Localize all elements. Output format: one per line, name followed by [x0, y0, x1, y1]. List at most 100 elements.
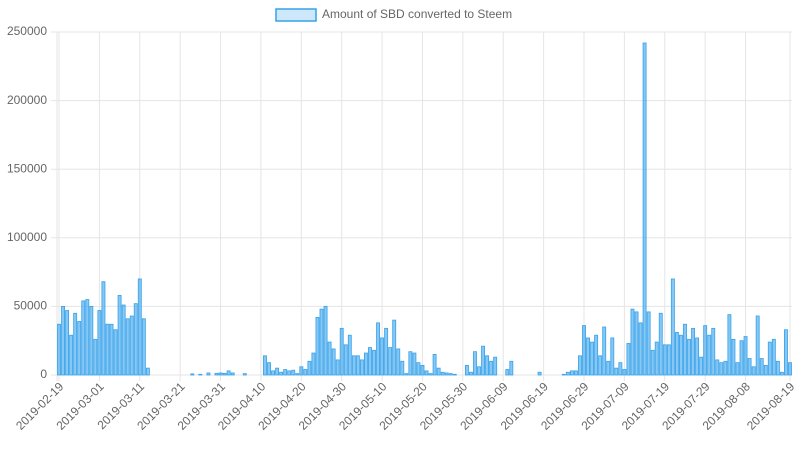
bar [578, 355, 582, 376]
bar [303, 369, 308, 376]
bar [626, 343, 631, 376]
bar [339, 327, 344, 376]
bar [299, 366, 304, 376]
bar [731, 338, 736, 376]
bar [436, 367, 441, 376]
bar [618, 362, 623, 376]
bar [586, 337, 590, 376]
bar [719, 362, 724, 376]
bar [723, 360, 728, 376]
bar [190, 373, 195, 376]
bar [666, 344, 671, 376]
bar [412, 352, 417, 376]
bar [267, 362, 271, 376]
bar [263, 355, 267, 376]
bar [226, 370, 231, 376]
bar [109, 323, 114, 376]
bar [242, 373, 247, 376]
bar [117, 295, 122, 376]
bar [452, 373, 457, 376]
bar [747, 358, 752, 376]
bar [703, 325, 708, 376]
bar [93, 338, 98, 376]
bar [784, 329, 788, 376]
bar [743, 336, 748, 376]
bar [582, 325, 586, 376]
bar [642, 42, 647, 376]
bar [77, 321, 82, 376]
bar [735, 362, 740, 376]
bar [711, 327, 716, 376]
bar [788, 362, 792, 376]
bar [481, 345, 485, 376]
bar [396, 348, 401, 376]
bar [687, 338, 691, 376]
bar [505, 369, 510, 376]
bar [775, 360, 780, 376]
bar [307, 360, 312, 376]
bar [662, 344, 667, 376]
bar [323, 305, 328, 376]
bar [392, 319, 397, 376]
y-tick-label: 250000 [7, 24, 47, 38]
bar [646, 311, 651, 376]
y-tick-label: 100000 [7, 230, 47, 244]
bar [416, 362, 421, 376]
bar [561, 373, 566, 376]
bar [674, 332, 679, 376]
bar [634, 311, 639, 376]
bar [658, 312, 663, 376]
bar [739, 340, 744, 376]
bar [683, 323, 687, 376]
bar [351, 355, 356, 376]
bar [335, 359, 340, 376]
bar [133, 303, 138, 376]
bar [141, 318, 146, 376]
bar [101, 281, 106, 376]
bar [355, 355, 360, 376]
bar [606, 360, 611, 376]
bar [89, 305, 94, 376]
bar [444, 372, 449, 376]
bar [343, 344, 348, 376]
bar [424, 370, 429, 376]
bar [590, 341, 595, 376]
bar [65, 310, 70, 376]
bar [763, 364, 768, 376]
y-tick-label: 50000 [14, 299, 48, 313]
bar [727, 314, 732, 376]
bar [311, 352, 316, 376]
bar [477, 366, 481, 376]
bar [767, 341, 772, 376]
bar [679, 334, 683, 376]
bar [707, 334, 712, 376]
bar [331, 348, 336, 376]
bar [602, 326, 607, 376]
bar [218, 372, 223, 376]
bar [327, 341, 332, 376]
bar [509, 360, 514, 376]
legend-swatch [275, 8, 317, 22]
bar [755, 315, 760, 376]
bar [691, 327, 695, 376]
bar [614, 367, 619, 376]
bar [384, 327, 389, 376]
bar [315, 316, 320, 376]
y-tick-label: 0 [40, 367, 47, 381]
bar [372, 349, 376, 376]
bar [121, 304, 126, 376]
bar [408, 351, 413, 376]
bar [428, 373, 433, 376]
bar [222, 372, 227, 376]
bar [283, 369, 288, 376]
bar [565, 371, 570, 376]
bar [380, 337, 385, 376]
legend-label: Amount of SBD converted to Steem [322, 7, 512, 21]
bar [97, 310, 102, 376]
bar [448, 373, 453, 376]
bar [206, 372, 211, 376]
bar [779, 371, 784, 376]
bar [145, 367, 150, 376]
bar [493, 356, 498, 376]
